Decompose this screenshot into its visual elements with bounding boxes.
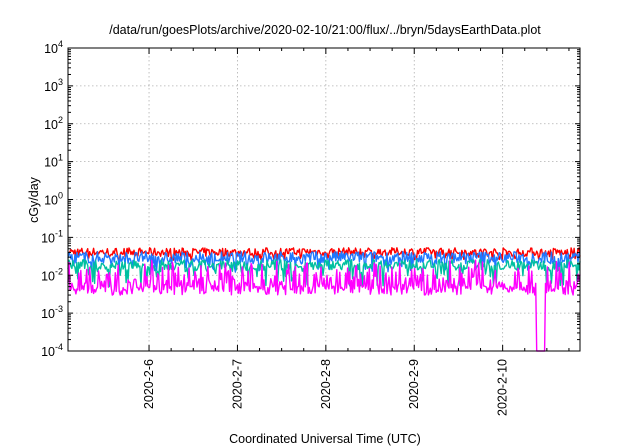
y-tick-label: 103 [44,77,63,94]
x-axis-label: Coordinated Universal Time (UTC) [229,432,421,446]
x-tick-label: 2020-2-6 [142,359,156,409]
x-tick-label: 2020-2-8 [319,359,333,409]
series-layer [67,247,581,352]
y-axis-label: cGy/day [27,176,41,223]
y-tick-label: 104 [44,39,63,56]
series-line [67,250,581,273]
y-axis: 10-4 10-3 10-2 10-1 100 101 102 103 104 [41,39,580,359]
y-tick-label: 10-3 [41,304,63,321]
x-tick-label: 2020-2-9 [407,359,421,409]
y-tick-label: 100 [44,191,63,208]
grid-lines [68,48,580,351]
y-tick-label: 10-4 [41,342,63,359]
series-line [67,259,581,352]
y-tick-label: 10-1 [41,228,63,245]
x-axis: 2020-2-6 2020-2-7 2020-2-8 2020-2-9 2020-2-1… [142,48,570,416]
chart-title: /data/run/goesPlots/archive/2020-02-10/2… [109,23,541,37]
series-line [67,247,581,261]
x-tick-label: 2020-2-10 [496,359,510,416]
x-tick-label: 2020-2-7 [230,359,244,409]
y-tick-label: 101 [44,153,63,170]
y-tick-label: 102 [44,115,63,132]
series-line [67,258,581,288]
y-tick-label: 10-2 [41,266,63,283]
